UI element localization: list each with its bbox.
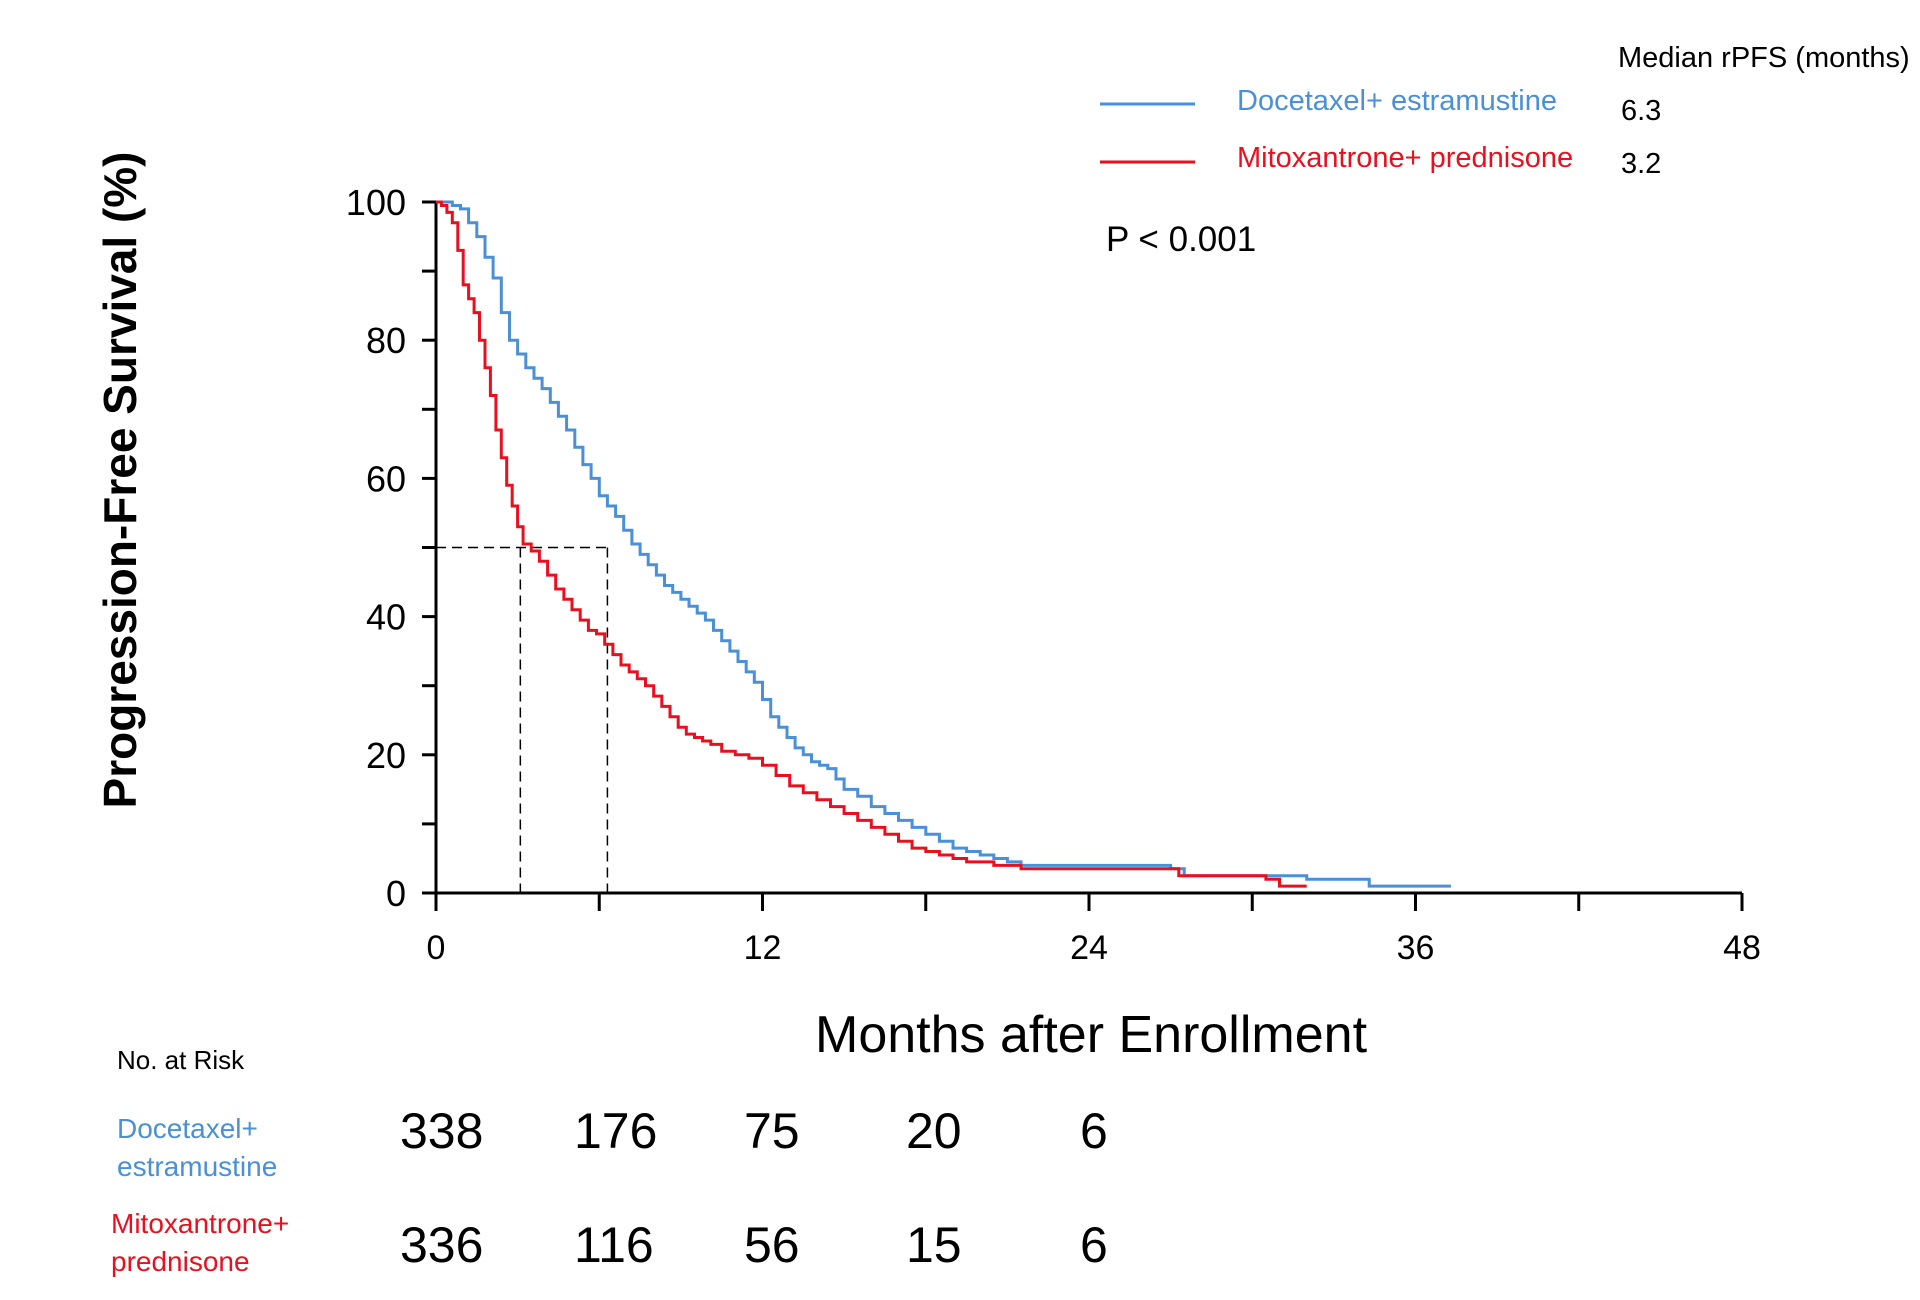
risk-label-mitoxantrone: Mitoxantrone+ prednisone — [111, 1208, 290, 1277]
risk-count-docetaxel-1: 176 — [574, 1103, 658, 1159]
y-tick-label: 40 — [366, 597, 406, 638]
risk-count-mitoxantrone-0: 336 — [400, 1217, 484, 1273]
risk-count-docetaxel-2: 75 — [744, 1103, 800, 1159]
y-tick-label: 80 — [366, 320, 406, 361]
chart-axes: 0 20 40 60 80 100 0 12 24 36 48 — [346, 182, 1761, 967]
y-axis-title: Progression-Free Survival (%) — [94, 151, 146, 809]
y-tick-label: 0 — [386, 873, 406, 914]
legend-label-mitoxantrone: Mitoxantrone+ prednisone — [1237, 142, 1574, 174]
x-tick-label: 48 — [1723, 929, 1761, 967]
median-value-docetaxel: 6.3 — [1621, 95, 1662, 127]
risk-count-mitoxantrone-3: 15 — [906, 1217, 962, 1273]
series-line-docetaxel — [436, 200, 1451, 888]
y-tick-label: 20 — [366, 735, 406, 776]
risk-count-mitoxantrone-2: 56 — [744, 1217, 800, 1273]
x-axis-title: Months after Enrollment — [815, 1006, 1368, 1064]
risk-count-docetaxel-4: 6 — [1080, 1103, 1108, 1159]
risk-count-docetaxel-3: 20 — [906, 1103, 962, 1159]
x-tick-label: 24 — [1070, 929, 1108, 967]
survival-curves — [436, 200, 1451, 888]
x-tick-label: 12 — [744, 929, 782, 967]
median-value-mitoxantrone: 3.2 — [1621, 148, 1662, 180]
risk-count-mitoxantrone-4: 6 — [1080, 1217, 1108, 1273]
x-tick-label: 36 — [1397, 929, 1435, 967]
median-reference-lines — [436, 546, 609, 893]
legend-label-docetaxel: Docetaxel+ estramustine — [1237, 85, 1557, 117]
median-header: Median rPFS (months) — [1618, 42, 1910, 74]
y-tick-label: 100 — [346, 182, 406, 223]
x-tick-label: 0 — [427, 929, 446, 967]
risk-count-docetaxel-0: 338 — [400, 1103, 484, 1159]
risk-count-mitoxantrone-1: 116 — [574, 1217, 654, 1273]
legend-swatches — [1100, 102, 1195, 164]
series-line-mitoxantrone — [436, 200, 1307, 888]
p-value: P < 0.001 — [1106, 220, 1257, 259]
risk-label-docetaxel: Docetaxel+ estramustine — [117, 1113, 278, 1182]
y-tick-label: 60 — [366, 458, 406, 499]
risk-table-title: No. at Risk — [117, 1045, 245, 1075]
